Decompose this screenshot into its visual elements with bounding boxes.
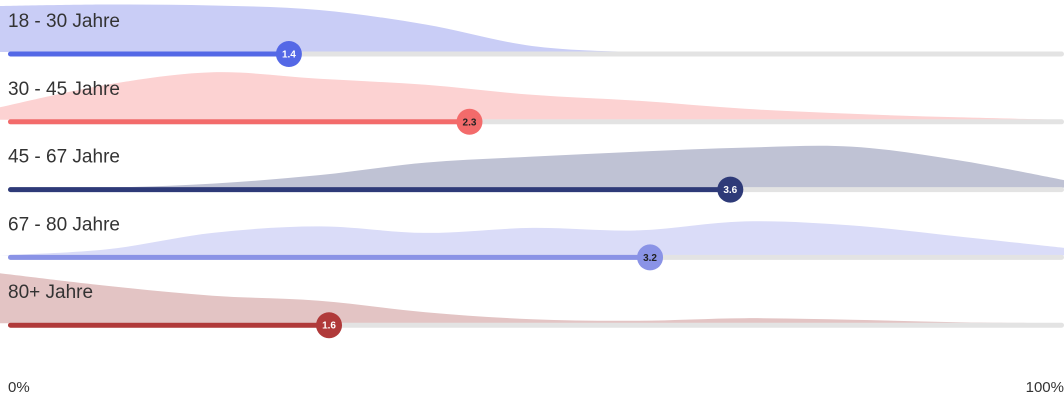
distribution-area xyxy=(0,221,1064,256)
value-bubble xyxy=(275,41,302,67)
value-label: 3.6 xyxy=(723,185,737,196)
value-bar xyxy=(8,51,289,57)
value-bubble xyxy=(717,176,744,203)
x-tick-label-max: 100% xyxy=(1026,379,1064,396)
value-bar xyxy=(8,322,330,328)
distribution-area xyxy=(0,273,1064,324)
value-label: 1.6 xyxy=(322,321,336,332)
ridge-row: 80+ Jahre 1.6 xyxy=(0,273,1064,339)
ridge-row: 30 - 45 Jahre 2.3 xyxy=(0,72,1064,135)
x-tick-label-min: 0% xyxy=(8,379,30,396)
distribution-area xyxy=(0,4,1064,53)
value-label: 1.4 xyxy=(282,50,296,61)
value-label: 2.3 xyxy=(463,117,477,128)
chart-rows: 18 - 30 Jahre 1.4 30 - 45 Jahre 2.3 45 - 67 … xyxy=(0,4,1064,339)
row-label: 30 - 45 Jahre xyxy=(8,79,120,100)
value-bubble xyxy=(456,108,483,135)
ridge-row: 45 - 67 Jahre 3.6 xyxy=(0,145,1064,203)
row-label: 18 - 30 Jahre xyxy=(8,11,120,32)
ridge-row: 67 - 80 Jahre 3.2 xyxy=(0,214,1064,271)
row-label: 67 - 80 Jahre xyxy=(8,214,120,235)
row-label: 45 - 67 Jahre xyxy=(8,147,120,168)
value-bubble xyxy=(316,312,343,339)
value-bar xyxy=(8,187,731,193)
distribution-area xyxy=(0,145,1064,188)
row-label: 80+ Jahre xyxy=(8,282,93,303)
distribution-area xyxy=(0,72,1064,120)
value-bar xyxy=(8,254,651,260)
value-bar xyxy=(8,119,470,125)
value-label: 3.2 xyxy=(643,253,657,264)
value-bubble xyxy=(637,244,664,271)
ridge-row: 18 - 30 Jahre 1.4 xyxy=(0,4,1064,67)
